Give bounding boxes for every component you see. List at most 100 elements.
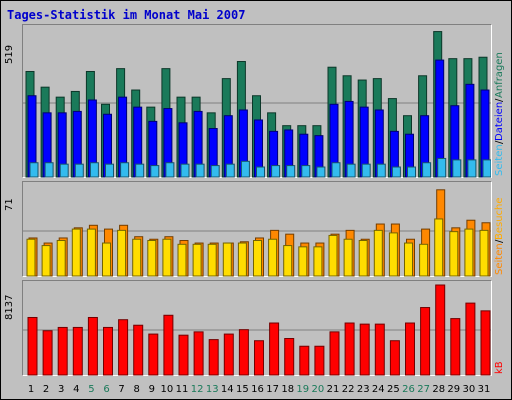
bar-kb-7 — [118, 319, 129, 376]
bar-seiten-27 — [422, 162, 432, 178]
x-tick-label: 20 — [312, 384, 325, 395]
bar-kb-4 — [72, 326, 83, 376]
x-tick-label: 8 — [134, 384, 140, 395]
bar-seiten-8 — [132, 238, 142, 277]
legend-kb: kB — [494, 280, 508, 374]
bar-kb-6 — [103, 326, 113, 376]
kb-panel — [22, 280, 492, 376]
bar-kb-9 — [148, 333, 159, 376]
bar-seiten-11 — [180, 163, 190, 178]
bar-seiten-22 — [346, 163, 356, 178]
legend-besuche: Besuche — [494, 197, 505, 240]
bar-seiten-18 — [286, 165, 296, 178]
hits-panel — [22, 24, 492, 178]
bar-seiten-18 — [283, 245, 293, 277]
x-tick-label: 12 — [191, 384, 204, 395]
max-label-visits: 71 — [4, 198, 15, 211]
x-tick-label: 6 — [103, 384, 109, 395]
x-tick-label: 25 — [387, 384, 400, 395]
x-tick-label: 13 — [206, 384, 219, 395]
bar-seiten-28 — [434, 218, 444, 277]
bar-kb-30 — [465, 302, 476, 376]
bar-kb-26 — [405, 322, 415, 376]
bar-kb-11 — [178, 334, 189, 376]
x-tick-label: 5 — [88, 384, 94, 395]
bar-seiten-6 — [102, 242, 111, 277]
bar-kb-17 — [269, 322, 280, 376]
bar-seiten-13 — [210, 165, 220, 178]
x-tick-label: 17 — [266, 384, 279, 395]
bar-kb-12 — [193, 331, 204, 376]
bar-seiten-5 — [89, 162, 99, 178]
bar-seiten-21 — [331, 162, 341, 178]
x-tick-label: 16 — [251, 384, 264, 395]
hits-svg — [23, 31, 491, 178]
x-axis-svg: 1 2 3 4 5 6 7 8 9 10 11 12 13 14 15 16 17 18 19 20 21 22 23 24 2… — [28, 384, 490, 395]
x-tick-label: 11 — [176, 384, 189, 395]
bar-seiten-28 — [437, 157, 447, 178]
bar-seiten-30 — [467, 159, 477, 178]
bar-kb-16 — [254, 340, 264, 376]
visits-panel — [22, 181, 492, 277]
bar-seiten-31 — [482, 159, 491, 178]
bar-seiten-24 — [376, 163, 386, 178]
bar-kb-8 — [133, 324, 144, 376]
x-tick-label: 30 — [463, 384, 476, 395]
legend-visits: Seiten / Besuche — [494, 181, 508, 275]
legend-dateien: Dateien — [494, 101, 505, 141]
bar-seiten-16 — [256, 166, 265, 178]
bar-seiten-11 — [177, 243, 187, 277]
bar-seiten-14 — [222, 242, 232, 277]
legend-separator: / — [494, 140, 505, 145]
chart-title: Tages-Statistik im Monat Mai 2007 — [7, 8, 246, 22]
x-tick-label: 10 — [161, 384, 174, 395]
bar-seiten-1 — [26, 238, 36, 277]
x-tick-label: 3 — [58, 384, 64, 395]
bar-seiten-17 — [268, 238, 278, 277]
x-tick-label: 27 — [417, 384, 430, 395]
bar-seiten-2 — [44, 162, 54, 178]
bar-kb-18 — [284, 338, 295, 376]
bar-kb-23 — [359, 323, 370, 376]
bar-kb-13 — [208, 339, 219, 376]
x-tick-label: 24 — [372, 384, 385, 395]
x-tick-label: 1 — [28, 384, 34, 395]
bar-kb-15 — [238, 329, 249, 376]
legend-seiten-visits: Seiten — [494, 243, 505, 275]
bar-seiten-12 — [192, 243, 202, 277]
x-tick-label: 28 — [432, 384, 445, 395]
bar-seiten-23 — [361, 163, 371, 178]
bar-seiten-10 — [165, 162, 175, 178]
bar-seiten-3 — [56, 240, 66, 277]
bar-kb-25 — [389, 340, 400, 376]
bar-seiten-3 — [59, 163, 69, 178]
bar-seiten-13 — [207, 243, 217, 277]
bar-kb-14 — [223, 333, 234, 376]
bar-seiten-2 — [41, 245, 51, 277]
x-tick-label: 2 — [43, 384, 49, 395]
bar-seiten-4 — [71, 228, 81, 277]
bar-seiten-8 — [135, 163, 145, 178]
x-tick-label: 9 — [149, 384, 155, 395]
bar-seiten-30 — [464, 228, 474, 277]
bar-kb-5 — [87, 316, 98, 376]
bar-seiten-15 — [237, 242, 247, 277]
bar-seiten-20 — [313, 246, 323, 277]
bar-seiten-15 — [240, 160, 250, 178]
bar-seiten-17 — [271, 165, 281, 178]
bar-seiten-7 — [120, 162, 130, 178]
visits-svg — [23, 189, 491, 277]
bar-kb-24 — [374, 323, 385, 376]
bar-seiten-6 — [105, 163, 114, 178]
bar-seiten-27 — [419, 243, 429, 277]
legend-anfragen: Anfragen — [494, 52, 505, 99]
bar-seiten-26 — [407, 166, 416, 178]
bar-seiten-24 — [373, 229, 383, 277]
legend-separator: / — [494, 239, 505, 244]
bar-kb-21 — [329, 331, 340, 376]
bar-seiten-12 — [195, 163, 205, 178]
bar-seiten-14 — [225, 163, 235, 178]
bar-kb-2 — [42, 330, 53, 376]
x-tick-label: 15 — [236, 384, 249, 395]
x-tick-label: 4 — [73, 384, 79, 395]
